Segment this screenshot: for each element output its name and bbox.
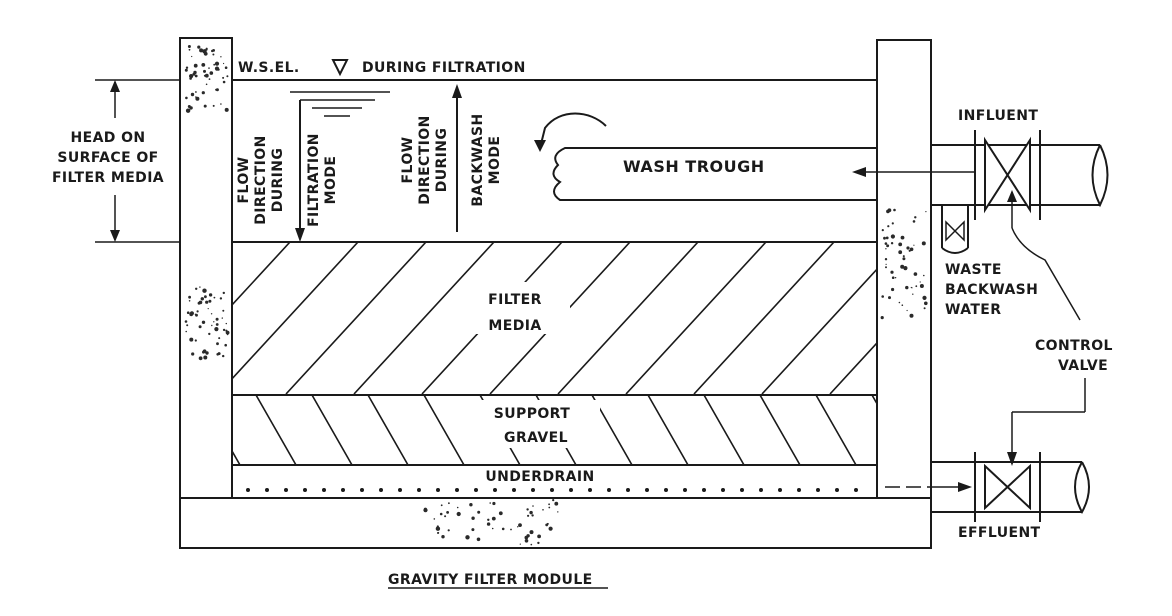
influent-pipe (931, 130, 1109, 220)
influent-valve-icon (984, 136, 1031, 214)
waste-backwash-pipe (941, 205, 969, 254)
curved-arrow-icon (539, 112, 607, 149)
arrow-down-icon (295, 228, 305, 242)
waste-valve-icon (945, 220, 965, 242)
underdrain-perforations (246, 488, 858, 492)
flow-backwash-line5: MODE (487, 136, 503, 185)
effluent-flow-arrow (885, 482, 972, 492)
arrow-right-icon (958, 482, 972, 492)
effluent-valve-icon (984, 463, 1031, 511)
arrow-down-icon (534, 140, 546, 152)
control-valve-label-line1: CONTROL (1035, 338, 1113, 354)
head-label-line2: SURFACE OF (57, 150, 158, 166)
arrow-up-icon (452, 84, 462, 98)
flow-filtration-line1: FLOW (236, 157, 252, 204)
head-dimension (95, 79, 180, 243)
filter-media-layer (232, 241, 877, 394)
arrow-up-icon (1007, 190, 1017, 202)
control-line (1007, 190, 1086, 466)
flow-filtration-line3: DURING (270, 148, 286, 213)
flow-filtration-line5: MODE (323, 156, 339, 205)
underdrain-label: UNDERDRAIN (485, 469, 594, 485)
filter-media-label-line1: FILTER (488, 292, 542, 308)
flow-filtration-text: FLOW DIRECTION DURING FILTRATION MODE (236, 133, 339, 227)
influent-label: INFLUENT (958, 108, 1038, 124)
flow-backwash-line1: FLOW (400, 137, 416, 184)
waste-label-line2: BACKWASH (945, 282, 1038, 298)
right-wall (876, 39, 932, 549)
flow-filtration-line4: FILTRATION (306, 133, 322, 227)
support-gravel-label-line2: GRAVEL (504, 430, 568, 446)
waste-label-line1: WASTE (945, 262, 1002, 278)
effluent-label: EFFLUENT (958, 525, 1041, 541)
waste-label-line3: WATER (945, 302, 1001, 318)
water-surface-ripples (290, 91, 390, 117)
support-gravel-layer (232, 394, 877, 465)
arrow-up-icon (110, 80, 120, 92)
arrow-down-icon (110, 230, 120, 242)
tank-floor (179, 497, 932, 549)
tank-shell (179, 37, 932, 549)
flow-backwash-line2: DIRECTION (417, 115, 433, 204)
flow-backwash-text: FLOW DIRECTION DURING BACKWASH MODE (400, 113, 503, 206)
flow-filtration-line2: DIRECTION (253, 135, 269, 224)
flow-backwash-line4: BACKWASH (470, 113, 486, 206)
arrow-down-icon (1007, 452, 1017, 466)
wash-trough-label: WASH TROUGH (623, 157, 765, 176)
effluent-pipe (931, 452, 1090, 522)
during-filtration-label: DURING FILTRATION (362, 60, 526, 76)
control-valve-label-line2: VALVE (1058, 358, 1108, 374)
head-label-line3: FILTER MEDIA (52, 170, 164, 186)
support-gravel-label-line1: SUPPORT (494, 406, 570, 422)
arrow-left-icon (852, 167, 866, 177)
flow-backwash-line3: DURING (434, 128, 450, 193)
diagram-title: GRAVITY FILTER MODULE (388, 572, 593, 588)
concrete-texture (184, 45, 928, 546)
head-label-line1: HEAD ON (70, 130, 145, 146)
wsel-label: W.S.EL. (238, 60, 300, 76)
filter-media-label-line2: MEDIA (488, 318, 541, 334)
wash-trough (552, 147, 878, 201)
water-level-triangle-icon (331, 59, 349, 77)
